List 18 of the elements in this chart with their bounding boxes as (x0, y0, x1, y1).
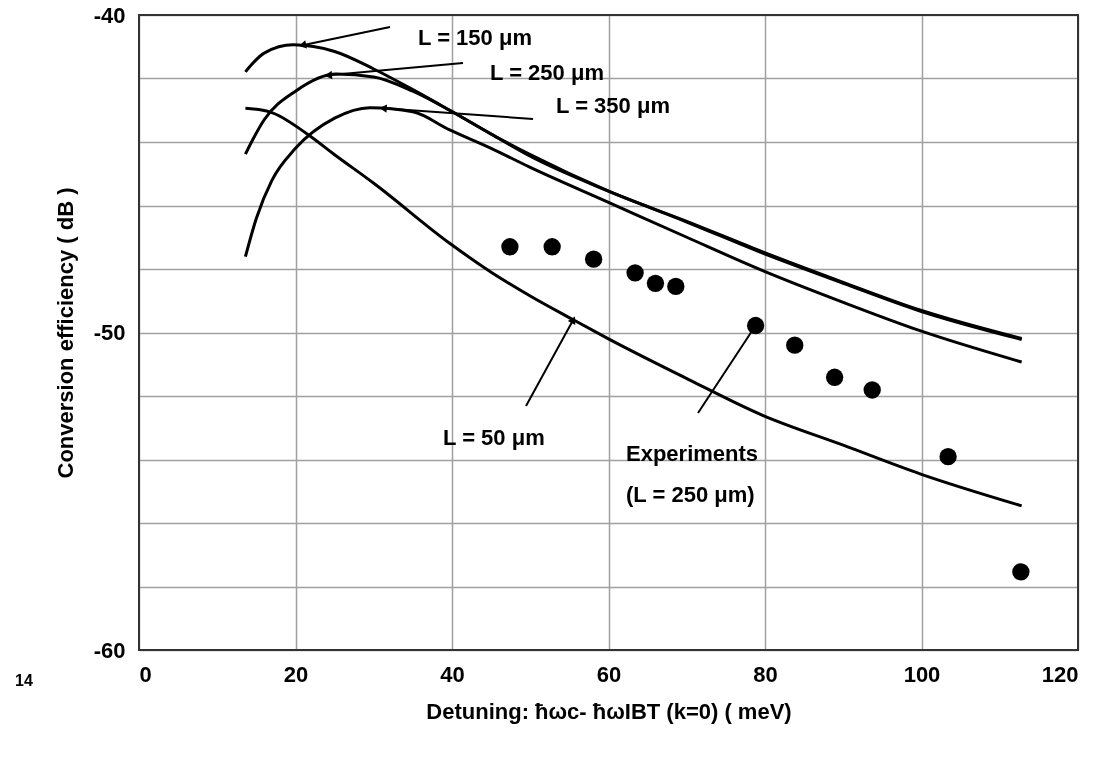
x-tick-label: 0 (139, 661, 152, 687)
annotation: Experiments (L = 250 μm) (626, 441, 759, 507)
annotation: L = 350 μm (556, 93, 670, 118)
x-tick-label: 100 (903, 661, 941, 687)
y-axis-title: Conversion efficiency ( dB ) (52, 187, 78, 479)
annotation: L = 50 μm (443, 425, 545, 450)
annotation: L = 150 μm (418, 25, 532, 50)
x-tick-label: 60 (596, 661, 622, 687)
text: 14 (15, 672, 33, 689)
x-tick-label: 20 (283, 661, 309, 687)
x-axis-title: Detuning: ħωc- ħωIBT (k=0) ( meV) (426, 698, 792, 724)
y-tick-label: -60 (93, 637, 126, 663)
x-tick-label: 120 (1041, 661, 1079, 687)
x-tick-label: 40 (440, 661, 465, 687)
x-tick-label: 80 (753, 661, 778, 687)
y-tick-label: -50 (93, 320, 126, 345)
annotation: L = 250 μm (490, 60, 604, 85)
y-tick-label: -40 (93, 2, 126, 28)
